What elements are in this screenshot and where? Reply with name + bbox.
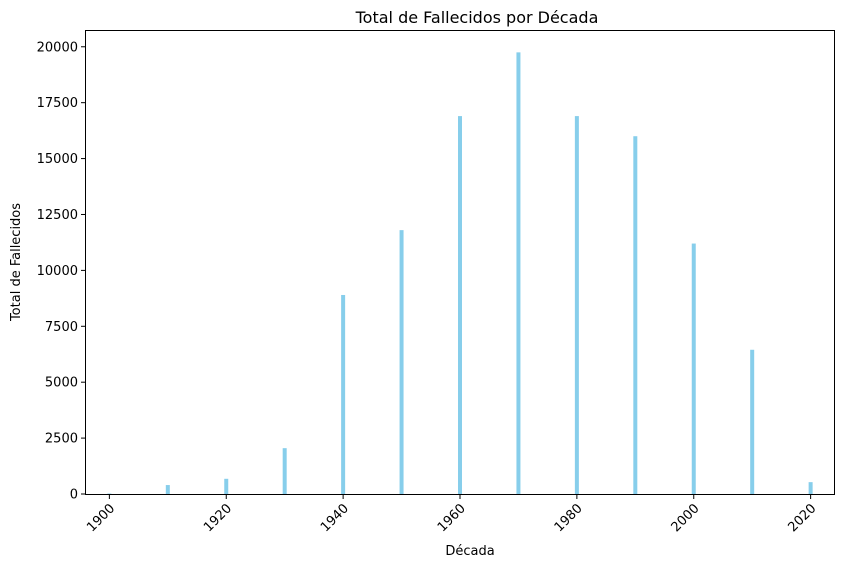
bar-2020 xyxy=(808,482,813,494)
bar-1950 xyxy=(399,230,404,494)
y-axis: 0 2500 5000 7500 10000 12500 15000 17500 20000 xyxy=(37,40,86,503)
y-axis-label: Total de Fallecidos xyxy=(9,203,24,322)
chart-title: Total de Fallecidos por Década xyxy=(355,8,599,27)
bar-1960 xyxy=(458,116,462,495)
y-tick-label-7500: 7500 xyxy=(45,320,78,335)
x-tick-label-1980: 1980 xyxy=(552,501,586,535)
bar-1930 xyxy=(282,448,287,494)
x-tick-label-2020: 2020 xyxy=(785,501,819,535)
y-tick-label-10000: 10000 xyxy=(37,264,78,279)
y-tick-label-15000: 15000 xyxy=(37,152,78,167)
bar-1970 xyxy=(516,52,521,494)
x-axis-label: Década xyxy=(445,544,494,559)
bar-1990 xyxy=(633,136,638,495)
x-tick-label-2000: 2000 xyxy=(669,501,703,535)
y-tick-label-0: 0 xyxy=(70,488,78,503)
x-tick-label-1940: 1940 xyxy=(318,501,352,535)
bar-1920 xyxy=(224,478,229,494)
x-axis: 1900 1920 1940 1960 1980 2000 2020 xyxy=(84,494,819,535)
bar-1910 xyxy=(165,485,170,494)
y-tick-label-2500: 2500 xyxy=(45,432,78,447)
bar-2000 xyxy=(691,243,696,494)
bar-2010 xyxy=(750,349,755,494)
bar-1940 xyxy=(341,294,346,494)
y-tick-label-12500: 12500 xyxy=(37,208,78,223)
y-tick-label-20000: 20000 xyxy=(37,40,78,55)
bar-1980 xyxy=(574,116,579,495)
x-tick-label-1920: 1920 xyxy=(201,501,235,535)
bars-layer xyxy=(107,52,813,495)
y-tick-label-5000: 5000 xyxy=(45,376,78,391)
y-tick-label-17500: 17500 xyxy=(37,96,78,111)
x-tick-label-1960: 1960 xyxy=(435,501,469,535)
x-tick-label-1900: 1900 xyxy=(84,501,118,535)
